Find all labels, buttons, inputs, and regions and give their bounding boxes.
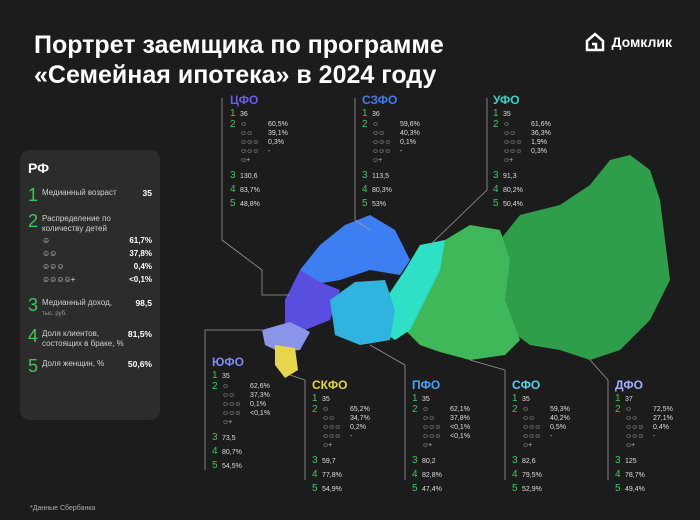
rf-kids-3: ☺☺☺ 0,4% [42,262,152,271]
child-icon: ☺☺ [503,130,516,137]
region-kids: ☺ 72,5% ☺☺ 27,1% ☺☺☺ 0,4% ☺☺☺☺+ - [625,406,673,449]
two-children-icon: ☺☺ [42,249,57,258]
region-block-6: СФО 1 35 2 ☺ 59,3% ☺☺ 40,2% ☺☺☺ 0,5% ☺☺☺☺+ -3 82,6 4 7… [512,378,570,494]
region-kids: ☺ 61,6% ☺☺ 36,3% ☺☺☺ 1,9% ☺☺☺☺+ 0,3% [503,121,551,164]
rf-kids-1: ☺ 61,7% [42,236,152,245]
child-icon: ☺☺☺ [222,401,241,408]
rf-summary-panel: РФ 1 Медианный возраст 35 2 Распределени… [20,150,160,420]
rf-women-row: 5 Доля женщин, % 50,6% [28,356,152,376]
region-block-0: ЦФО 1 36 2 ☺ 60,5% ☺☺ 39,1% ☺☺☺ 0,3% ☺☺☺☺+ -3 130,6 4… [230,93,288,209]
house-logo-icon [586,32,605,52]
rf-kids-row: 2 Распределение по количеству детей [28,211,111,233]
child-icon: ☺☺☺☺+ [625,433,644,449]
region-block-3: ЮФО 1 35 2 ☺ 62,6% ☺☺ 37,3% ☺☺☺ 0,1% ☺☺☺☺+ <0,1% 3 73… [212,355,271,471]
map-region-yufo [262,322,310,352]
region-kids: ☺ 65,2% ☺☺ 34,7% ☺☺☺ 0,2% ☺☺☺☺+ - [322,406,370,449]
region-block-4: СКФО 1 35 2 ☺ 65,2% ☺☺ 34,7% ☺☺☺ 0,2% ☺☺☺☺+ -3 59,7 4… [312,378,370,494]
map-region-szfo [300,215,410,285]
child-icon: ☺☺ [372,130,385,137]
child-icon: ☺☺☺ [240,139,259,146]
child-icon: ☺☺☺☺+ [522,433,541,449]
rf-married-row: 4 Доля клиентов, состоящих в браке, % 81… [28,326,152,348]
four-plus-children-icon: ☺☺☺☺+ [42,275,75,284]
map-region-skfo [275,345,298,378]
child-icon: ☺☺ [625,415,638,422]
region-block-5: ПФО 1 35 2 ☺ 62,1% ☺☺ 37,8% ☺☺☺ <0,1% ☺☺☺☺+ <0,1% 3 8… [412,378,471,494]
three-children-icon: ☺☺☺ [42,262,65,271]
region-name: ПФО [412,378,441,392]
child-icon: ☺☺ [422,415,435,422]
child-icon: ☺ [372,121,379,128]
child-icon: ☺☺ [240,130,253,137]
region-kids: ☺ 62,1% ☺☺ 37,8% ☺☺☺ <0,1% ☺☺☺☺+ <0,1% [422,406,471,449]
child-icon: ☺☺ [322,415,335,422]
map-region-pfo [330,280,395,345]
child-icon: ☺ [522,406,529,413]
child-icon: ☺☺☺☺+ [240,148,259,164]
region-name: УФО [493,93,520,107]
page-title: Портрет заемщика по программе «Семейная … [34,31,444,89]
region-name: СКФО [312,378,348,392]
child-icon: ☺☺☺☺+ [503,148,522,164]
one-child-icon: ☺ [42,236,50,245]
child-icon: ☺ [222,383,229,390]
child-icon: ☺☺ [222,392,235,399]
map-region-ufo [380,240,445,340]
region-block-7: ДФО 1 37 2 ☺ 72,5% ☺☺ 27,1% ☺☺☺ 0,4% ☺☺☺☺+ -3 125 4 78… [615,378,673,494]
region-block-1: СЗФО 1 36 2 ☺ 59,6% ☺☺ 40,3% ☺☺☺ 0,1% ☺☺☺☺+ -3 113,5… [362,93,420,209]
rf-kids-4: ☺☺☺☺+ <0,1% [42,275,152,284]
region-name: ЦФО [230,93,259,107]
child-icon: ☺☺☺☺+ [322,433,341,449]
child-icon: ☺☺☺ [422,424,441,431]
region-kids: ☺ 60,5% ☺☺ 39,1% ☺☺☺ 0,3% ☺☺☺☺+ - [240,121,288,164]
child-icon: ☺ [503,121,510,128]
map-region-cfo [285,270,340,330]
region-name: ЮФО [212,355,244,369]
child-icon: ☺☺☺☺+ [372,148,391,164]
rf-title: РФ [28,160,50,176]
child-icon: ☺ [322,406,329,413]
child-icon: ☺☺ [522,415,535,422]
region-block-2: УФО 1 35 2 ☺ 61,6% ☺☺ 36,3% ☺☺☺ 1,9% ☺☺☺☺+ 0,3% 3 91,… [493,93,551,209]
child-icon: ☺☺☺ [322,424,341,431]
child-icon: ☺ [625,406,632,413]
child-icon: ☺☺☺☺+ [222,410,241,426]
child-icon: ☺☺☺☺+ [422,433,441,449]
region-name: СЗФО [362,93,398,107]
child-icon: ☺ [422,406,429,413]
child-icon: ☺☺☺ [625,424,644,431]
region-kids: ☺ 62,6% ☺☺ 37,3% ☺☺☺ 0,1% ☺☺☺☺+ <0,1% [222,383,271,426]
region-kids: ☺ 59,6% ☺☺ 40,3% ☺☺☺ 0,1% ☺☺☺☺+ - [372,121,420,164]
map-region-dfo [495,155,670,360]
rf-kids-2: ☺☺ 37,8% [42,249,152,258]
map-region-sfo [405,225,520,360]
child-icon: ☺☺☺ [522,424,541,431]
region-name: СФО [512,378,541,392]
child-icon: ☺ [240,121,247,128]
region-name: ДФО [615,378,643,392]
region-kids: ☺ 59,3% ☺☺ 40,2% ☺☺☺ 0,5% ☺☺☺☺+ - [522,406,570,449]
rf-age-row: 1 Медианный возраст 35 [28,185,152,205]
rf-income-row: 3 Медианный доход, тыс. руб. 98,5 [28,295,152,317]
child-icon: ☺☺☺ [372,139,391,146]
child-icon: ☺☺☺ [503,139,522,146]
footnote: *Данные Сбербанка [30,505,96,512]
domclick-logo: Домклик [585,32,672,52]
